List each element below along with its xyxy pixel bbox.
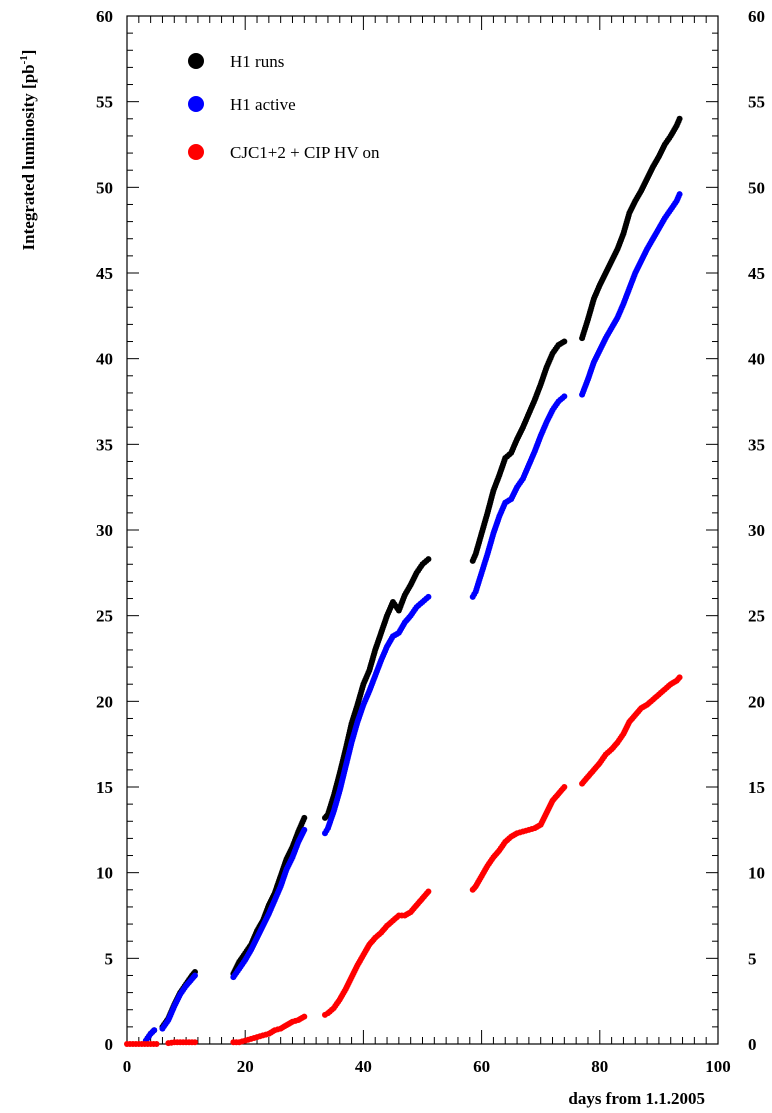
data-point xyxy=(191,972,198,979)
data-point xyxy=(301,1013,308,1020)
legend-label: CJC1+2 + CIP HV on xyxy=(230,143,380,162)
data-point xyxy=(301,814,308,821)
y-tick-label-right: 50 xyxy=(748,178,765,197)
data-point xyxy=(301,826,308,833)
y-axis-title: Integrated luminosity [pb-1] xyxy=(18,50,38,251)
data-point xyxy=(676,115,683,122)
y-tick-label-left: 35 xyxy=(96,435,113,454)
x-tick-label: 80 xyxy=(591,1057,608,1076)
data-point xyxy=(561,784,568,790)
y-tick-label-right: 10 xyxy=(748,864,765,883)
series-0 xyxy=(142,115,683,1044)
data-point xyxy=(191,1039,198,1046)
data-point xyxy=(676,191,683,198)
y-tick-labels-left: 0 5 10 15 20 25 30 35 40 45 50 55 60 xyxy=(96,7,113,1054)
y-tick-label-right: 30 xyxy=(748,521,765,540)
y-tick-label-right: 5 xyxy=(748,949,757,968)
x-axis-title: days from 1.1.2005 xyxy=(568,1089,705,1108)
data-point xyxy=(153,1041,160,1047)
data-point xyxy=(561,338,568,345)
y-tick-labels-right: 0 5 10 15 20 25 30 35 40 45 50 55 60 xyxy=(748,7,765,1054)
data-point xyxy=(676,674,683,681)
data-point xyxy=(425,888,432,895)
y-tick-label-right: 35 xyxy=(748,435,765,454)
y-tick-label-right: 0 xyxy=(748,1035,757,1054)
y-tick-label-left: 0 xyxy=(105,1035,114,1054)
minor-ticks xyxy=(127,16,718,1044)
y-tick-label-right: 25 xyxy=(748,607,765,626)
legend: H1 runs H1 active CJC1+2 + CIP HV on xyxy=(188,52,380,162)
y-tick-label-left: 55 xyxy=(96,93,113,112)
y-tick-label-left: 5 xyxy=(105,949,114,968)
y-tick-label-left: 25 xyxy=(96,607,113,626)
x-tick-label: 0 xyxy=(123,1057,132,1076)
series-2 xyxy=(124,674,683,1047)
y-tick-label-left: 45 xyxy=(96,264,113,283)
legend-marker xyxy=(188,53,204,69)
y-tick-label-right: 55 xyxy=(748,93,765,112)
data-point xyxy=(561,393,568,400)
legend-label: H1 runs xyxy=(230,52,284,71)
legend-marker xyxy=(188,96,204,112)
data-point xyxy=(425,556,432,563)
y-tick-label-right: 15 xyxy=(748,778,765,797)
legend-label: H1 active xyxy=(230,95,296,114)
x-tick-label: 100 xyxy=(705,1057,731,1076)
y-tick-label-left: 15 xyxy=(96,778,113,797)
legend-marker xyxy=(188,144,204,160)
major-ticks xyxy=(126,15,719,1045)
y-tick-label-right: 60 xyxy=(748,7,765,26)
y-tick-label-left: 30 xyxy=(96,521,113,540)
data-point xyxy=(425,593,432,600)
y-tick-label-right: 40 xyxy=(748,350,765,369)
y-tick-label-left: 10 xyxy=(96,864,113,883)
y-tick-label-right: 45 xyxy=(748,264,765,283)
y-tick-label-left: 40 xyxy=(96,350,113,369)
data-point xyxy=(151,1027,158,1034)
y-tick-label-left: 60 xyxy=(96,7,113,26)
y-axis-title-superscript: -1 xyxy=(18,55,30,64)
series-1 xyxy=(142,191,683,1044)
y-tick-label-left: 20 xyxy=(96,692,113,711)
y-tick-label-left: 50 xyxy=(96,178,113,197)
y-tick-label-right: 20 xyxy=(748,692,765,711)
x-tick-label: 40 xyxy=(355,1057,372,1076)
x-tick-labels: 0 20 40 60 80 100 xyxy=(123,1057,731,1076)
data-points xyxy=(124,115,683,1047)
y-axis-title-close: ] xyxy=(19,50,38,56)
plot-frame xyxy=(126,15,719,1045)
y-axis-title-main: Integrated luminosity [pb xyxy=(19,64,38,250)
x-tick-label: 60 xyxy=(473,1057,490,1076)
x-tick-label: 20 xyxy=(237,1057,254,1076)
